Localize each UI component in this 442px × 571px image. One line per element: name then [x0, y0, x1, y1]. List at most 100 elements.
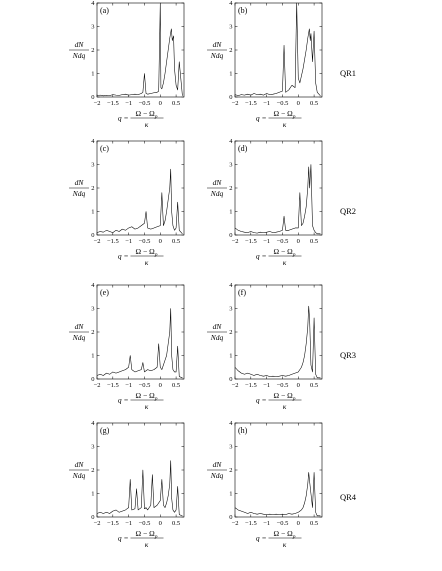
- panel-label: (f): [238, 288, 246, 297]
- x-tick-label: −1: [125, 520, 132, 527]
- y-axis-label-denominator: Ndq: [72, 189, 86, 198]
- y-tick-label: 0: [229, 232, 232, 239]
- y-tick-label: 3: [229, 306, 232, 313]
- y-tick-label: 0: [229, 376, 232, 383]
- y-tick-label: 3: [229, 162, 232, 169]
- x-tick-label: 0.5: [172, 382, 180, 389]
- panel-label: (a): [100, 6, 109, 15]
- x-tick-label: −0.5: [139, 100, 151, 107]
- y-tick-label: 3: [91, 162, 94, 169]
- y-axis-label-numerator: dN: [75, 460, 85, 469]
- y-tick-label: 1: [91, 491, 94, 498]
- series-line: [234, 2, 321, 97]
- y-axis-label-numerator: dN: [213, 178, 223, 187]
- series-line: [96, 168, 183, 235]
- y-tick-label: 0: [91, 94, 94, 101]
- x-axis-label-numerator: Ω − Ωp: [136, 109, 158, 120]
- y-tick-label: 3: [91, 24, 94, 31]
- x-axis-label-denominator: κ: [283, 402, 287, 411]
- x-tick-label: 0: [159, 520, 162, 527]
- series-line: [96, 308, 183, 379]
- x-tick-label: −2: [94, 100, 101, 107]
- y-tick-label: 3: [91, 306, 94, 313]
- row-labels: QR1 QR2 QR3 QR4: [340, 68, 357, 502]
- x-tick-label: 0: [297, 238, 300, 245]
- y-axis-label-denominator: Ndq: [210, 333, 224, 342]
- panel-g: 0 1 2 3 4 −2 −1.5 −1 −0.5 0 0.5 (g) dN Ndq q = Ω − Ωpκ: [69, 420, 185, 549]
- y-tick-label: 4: [229, 282, 233, 289]
- row-label-qr2: QR2: [340, 206, 356, 216]
- x-tick-label: 0.5: [310, 100, 318, 107]
- x-tick-label: 0.5: [172, 238, 180, 245]
- x-axis-label-prefix: q =: [256, 252, 267, 261]
- y-axis-label-denominator: Ndq: [72, 51, 86, 60]
- x-axis-label-numerator: Ω − Ωp: [136, 529, 158, 540]
- y-tick-label: 0: [91, 514, 94, 521]
- y-axis-label-numerator: dN: [213, 460, 223, 469]
- x-axis-label-denominator: κ: [145, 540, 149, 549]
- x-tick-label: −2: [232, 238, 239, 245]
- y-tick-label: 2: [229, 185, 232, 192]
- x-tick-label: −1: [125, 382, 132, 389]
- panel-label: (b): [238, 6, 248, 15]
- x-tick-label: −1: [263, 100, 270, 107]
- x-tick-label: −1.5: [107, 520, 119, 527]
- x-tick-label: −0.5: [277, 520, 289, 527]
- y-tick-label: 4: [91, 282, 95, 289]
- x-axis-label-prefix: q =: [256, 534, 267, 543]
- panel-h: 0 1 2 3 4 −2 −1.5 −1 −0.5 0 0.5 (h) dN Ndq q = Ω − Ωpκ: [207, 420, 323, 549]
- x-tick-label: 0.5: [172, 520, 180, 527]
- y-tick-label: 1: [229, 71, 232, 78]
- y-tick-label: 2: [229, 467, 232, 474]
- panel-label: (g): [100, 426, 110, 435]
- plot-frame: [234, 422, 323, 518]
- y-tick-label: 4: [91, 138, 95, 145]
- x-tick-label: −0.5: [139, 520, 151, 527]
- y-tick-label: 1: [91, 353, 94, 360]
- x-tick-label: −1: [263, 238, 270, 245]
- x-tick-label: 0: [297, 382, 300, 389]
- x-tick-label: −1.5: [107, 382, 119, 389]
- y-tick-label: 3: [229, 24, 232, 31]
- y-tick-label: 1: [229, 353, 232, 360]
- y-tick-label: 2: [229, 47, 232, 54]
- plot-frame: [96, 2, 185, 98]
- y-axis-label-denominator: Ndq: [210, 51, 224, 60]
- x-tick-label: −1.5: [245, 382, 257, 389]
- x-axis-label-denominator: κ: [283, 258, 287, 267]
- x-tick-label: −2: [232, 100, 239, 107]
- x-tick-label: −0.5: [139, 238, 151, 245]
- x-tick-label: 0: [159, 100, 162, 107]
- x-axis-label-numerator: Ω − Ωp: [274, 109, 296, 120]
- y-tick-label: 1: [229, 209, 232, 216]
- row-label-qr1: QR1: [340, 68, 356, 78]
- series-line: [96, 460, 183, 517]
- y-tick-label: 2: [91, 329, 94, 336]
- panel-d: 0 1 2 3 4 −2 −1.5 −1 −0.5 0 0.5 (d) dN Ndq q = Ω − Ωpκ: [207, 138, 323, 267]
- x-axis-label-numerator: Ω − Ωp: [274, 529, 296, 540]
- x-tick-label: −2: [94, 238, 101, 245]
- x-axis-label-numerator: Ω − Ωp: [136, 391, 158, 402]
- y-axis-label-numerator: dN: [213, 40, 223, 49]
- y-tick-label: 1: [91, 209, 94, 216]
- x-tick-label: −1: [125, 100, 132, 107]
- x-axis-label-prefix: q =: [256, 114, 267, 123]
- series-line: [234, 164, 321, 235]
- x-tick-label: −1: [263, 382, 270, 389]
- x-tick-label: −1.5: [107, 100, 119, 107]
- x-tick-label: 0.5: [310, 382, 318, 389]
- x-axis-label-denominator: κ: [283, 120, 287, 129]
- x-tick-label: −0.5: [139, 382, 151, 389]
- x-axis-label-prefix: q =: [256, 396, 267, 405]
- series-line: [234, 472, 321, 517]
- y-axis-label-numerator: dN: [75, 40, 85, 49]
- x-tick-label: 0.5: [310, 520, 318, 527]
- y-tick-label: 3: [91, 444, 94, 451]
- panel-label: (c): [100, 144, 109, 153]
- row-label-qr3: QR3: [340, 350, 356, 360]
- x-tick-label: 0: [297, 100, 300, 107]
- y-tick-label: 0: [229, 514, 232, 521]
- row-label-qr4: QR4: [340, 492, 357, 502]
- x-tick-label: 0: [159, 238, 162, 245]
